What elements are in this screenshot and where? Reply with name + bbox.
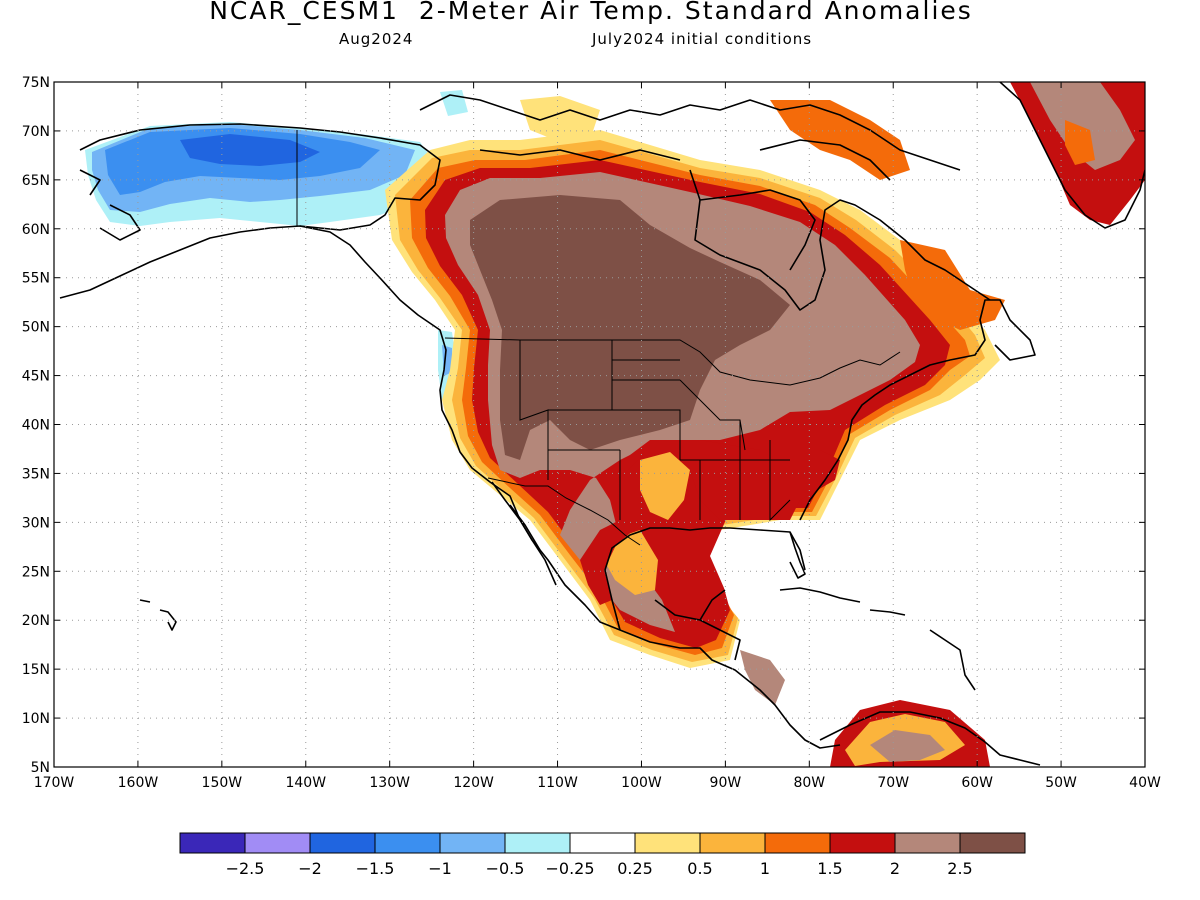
lat-tick-label: 10N — [22, 711, 50, 727]
colorbar-swatch — [569, 832, 636, 854]
colorbar-swatch — [829, 832, 896, 854]
colorbar-label: 1.5 — [817, 859, 842, 878]
lat-tick-label: 20N — [22, 613, 50, 629]
anomaly-greenland-tan — [1030, 82, 1135, 170]
lon-tick-label: 160W — [118, 775, 159, 791]
lon-tick-label: 150W — [202, 775, 243, 791]
borders-us-states — [519, 340, 791, 522]
lat-tick-label: 35N — [22, 466, 50, 482]
lon-tick-label: 50W — [1045, 775, 1077, 791]
colorbar-swatch — [504, 832, 571, 854]
anomaly-sa-tan — [870, 730, 945, 762]
lon-tick-label: 110W — [537, 775, 578, 791]
colorbar-label: 2.5 — [947, 859, 972, 878]
lat-tick-label: 15N — [22, 662, 50, 678]
anomaly-arctic-isle — [440, 90, 468, 116]
colorbar: −2.5 −2 −1.5 −1 −0.5 −0.25 0.25 0.5 1 1.5 2 2.5 — [179, 832, 1026, 878]
coastline-alaska — [59, 123, 441, 299]
colorbar-label: −1 — [428, 859, 452, 878]
lat-tick-label: 55N — [22, 271, 50, 287]
graticule — [54, 82, 1145, 767]
colorbar-swatch — [244, 832, 311, 854]
anomaly-central-america — [740, 650, 785, 705]
coastline-florida — [789, 531, 806, 579]
lat-tick-label: 65N — [22, 173, 50, 189]
lat-tick-label: 40N — [22, 418, 50, 434]
colorbar-label: 1 — [760, 859, 770, 878]
lat-tick-label: 60N — [22, 222, 50, 238]
coastlines — [59, 82, 1145, 766]
coastline-arctic — [419, 94, 961, 181]
lat-tick-label: 30N — [22, 515, 50, 531]
coastline-east — [799, 299, 1036, 521]
lat-tick-label: 50N — [22, 320, 50, 336]
colorbar-label: −0.5 — [486, 859, 525, 878]
anomaly-mexico-orange — [604, 530, 658, 595]
coastline-hawaii — [139, 599, 177, 631]
lon-tick-label: 40W — [1129, 775, 1161, 791]
colorbar-label: −0.25 — [545, 859, 594, 878]
forecast-month: Aug2024 — [339, 30, 414, 48]
colorbar-swatch — [179, 832, 246, 854]
initial-conditions: July2024 initial conditions — [592, 30, 813, 48]
lon-tick-label: 70W — [877, 775, 909, 791]
coastline-baja — [491, 481, 557, 586]
lon-tick-label: 60W — [961, 775, 993, 791]
anomaly-greenland-orange — [1065, 120, 1095, 165]
lat-tick-label: 45N — [22, 369, 50, 385]
colorbar-swatch — [634, 832, 701, 854]
lon-tick-label: 100W — [621, 775, 662, 791]
coastline-hudson — [689, 169, 991, 311]
border-us-mexico — [487, 477, 641, 546]
lon-tick-label: 90W — [710, 775, 742, 791]
anomaly-warm-darkbrown — [470, 195, 790, 460]
latitude-axis: 75N 70N 65N 60N 55N 50N 45N 40N 35N 30N 25N 20N 15N 1… — [22, 75, 1145, 776]
coastline-caribbean — [779, 587, 1041, 766]
anomaly-alaska-core — [180, 134, 320, 166]
lat-tick-label: 25N — [22, 564, 50, 580]
anomaly-texas-orange — [640, 452, 690, 520]
colorbar-swatch — [699, 832, 766, 854]
lon-tick-label: 140W — [285, 775, 326, 791]
lon-tick-label: 80W — [793, 775, 825, 791]
coastline-gulf — [604, 527, 806, 661]
lon-tick-label: 120W — [453, 775, 494, 791]
colorbar-label: 0.5 — [687, 859, 712, 878]
anomaly-arctic-yellow — [520, 96, 600, 140]
map-title: NCAR_CESM1 2-Meter Air Temp. Standard An… — [209, 0, 973, 25]
lat-tick-label: 5N — [31, 760, 50, 776]
colorbar-swatch — [959, 832, 1026, 854]
colorbar-label: −2 — [298, 859, 322, 878]
anomaly-labrador-orange — [900, 240, 1005, 330]
lon-tick-label: 170W — [34, 775, 75, 791]
colorbar-label: 0.25 — [617, 859, 653, 878]
colorbar-label: 2 — [890, 859, 900, 878]
lat-tick-label: 70N — [22, 124, 50, 140]
colorbar-label: −1.5 — [356, 859, 395, 878]
colorbar-label: −2.5 — [226, 859, 265, 878]
colorbar-swatch — [439, 832, 506, 854]
lon-tick-label: 130W — [369, 775, 410, 791]
coastline-greenland — [999, 82, 1145, 229]
colorbar-swatch — [764, 832, 831, 854]
anomaly-fields — [85, 82, 1145, 767]
political-borders — [296, 130, 901, 546]
colorbar-swatch — [894, 832, 961, 854]
lat-tick-label: 75N — [22, 75, 50, 91]
border-us-canada — [444, 337, 901, 386]
anomaly-arctic-warm — [770, 100, 910, 180]
colorbar-swatch — [309, 832, 376, 854]
anomaly-mexico-red — [580, 520, 640, 605]
longitude-axis: 170W 160W 150W 140W 130W 120W 110W 100W 90W 80W 70… — [34, 82, 1161, 791]
colorbar-swatch — [374, 832, 441, 854]
